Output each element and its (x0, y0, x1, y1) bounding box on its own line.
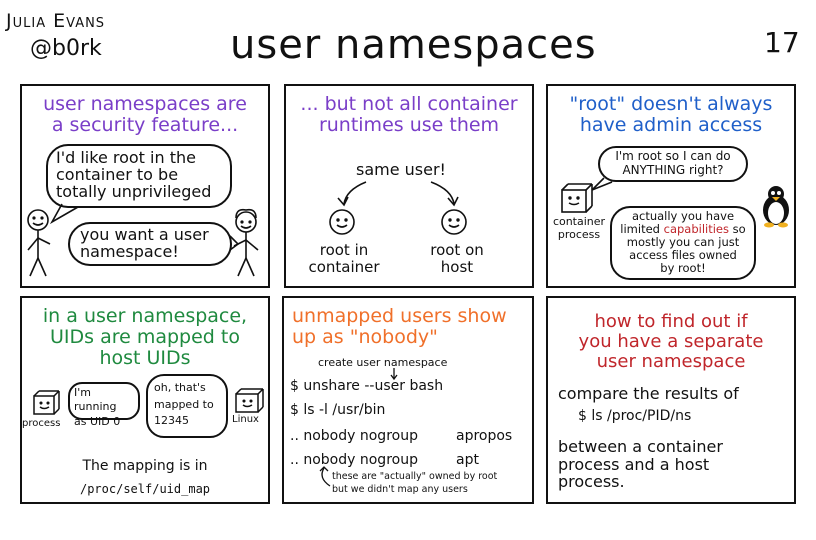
panel-title: how to find out if you have a separate u… (548, 312, 794, 371)
container-process-icon (561, 177, 613, 213)
capabilities-word: capabilities (663, 221, 729, 236)
panel-title: unmapped users show up as "nobody" (284, 306, 532, 348)
bubble-line: as UID 0 (74, 414, 121, 428)
speech-bubble-mapped: oh, that's mapped to 12345 (146, 374, 228, 438)
two-roots-icon (329, 181, 467, 235)
panel-title: "root" doesn't always have admin access (548, 94, 794, 136)
panel-root-admin: "root" doesn't always have admin access … (546, 84, 796, 288)
speech-bubble-namespace-answer: you want a user namespace! (68, 222, 232, 266)
label-line: process (557, 227, 601, 241)
ls-row-apt-name: apt (456, 452, 479, 468)
title-line: user namespaces are (43, 93, 247, 115)
bubble-line: ANYTHING right? (622, 162, 724, 177)
note-line: these are "actually" owned by root (332, 471, 498, 482)
between-line: between a container (558, 437, 723, 456)
bubble-line: mapped to (154, 397, 214, 411)
bubble-line: mostly you can just (626, 234, 740, 249)
container-process-label: container process (550, 215, 608, 241)
bubble-line: actually you have (631, 209, 735, 223)
speech-bubble-im-root: I'm root so I can do ANYTHING right? (598, 146, 748, 182)
bubble-line: I'd like root in the (56, 148, 196, 167)
cmd-ls: $ ls -l /usr/bin (290, 402, 386, 418)
panel-title: user namespaces are a security feature..… (22, 94, 268, 136)
panel-nobody: unmapped users show up as "nobody" creat… (282, 296, 534, 504)
speech-bubble-uid0: I'm running as UID 0 (68, 382, 140, 428)
title-line: UIDs are mapped to (50, 325, 240, 348)
title-line: up as "nobody" (292, 325, 438, 348)
title-line: a security feature... (51, 113, 239, 136)
mapping-path: /proc/self/uid_map (79, 482, 211, 496)
title-line: you have a separate (578, 330, 764, 352)
author-handle: @b0rk (30, 36, 102, 61)
label-line: container (552, 215, 606, 228)
label-line: root in (319, 241, 369, 259)
bubble-line: namespace! (80, 241, 179, 261)
between-text: between a container process and a host p… (558, 438, 723, 491)
bubble-line: access files owned (629, 247, 737, 262)
cmd-unshare: $ unshare --user bash (290, 378, 444, 394)
root-on-host-label: root on host (422, 242, 492, 275)
title-line: host UIDs (99, 346, 191, 369)
speech-bubble-root-request: I'd like root in the container to be tot… (46, 144, 232, 208)
page-title: user namespaces (230, 22, 597, 68)
title-line: unmapped users show (292, 305, 507, 327)
panel-title: in a user namespace, UIDs are mapped to … (22, 306, 268, 369)
panel-security-feature: user namespaces are a security feature..… (20, 84, 270, 288)
bubble-line: by root! (660, 260, 706, 275)
stick-figures-icon (27, 203, 259, 277)
page-number: 17 (764, 26, 800, 59)
process-label: process (22, 418, 61, 429)
same-user-label: same user! (356, 160, 446, 179)
author-name: Julia Evans (6, 10, 106, 32)
ls-row-apropos-name: apropos (456, 428, 513, 444)
root-in-container-label: root in container (304, 242, 384, 275)
compare-text: compare the results of (558, 384, 739, 403)
process-box-icon (33, 388, 264, 415)
nobody-note: these are "actually" owned by root but w… (332, 470, 497, 497)
title-line: how to find out if (594, 311, 748, 332)
title-line: have admin access (579, 113, 763, 136)
title-line: "root" doesn't always (569, 93, 773, 115)
bubble-line: limited capabilities so (614, 221, 752, 236)
panel-uid-mapping: in a user namespace, UIDs are mapped to … (20, 296, 270, 504)
mapping-text: The mapping is in (82, 458, 208, 474)
annotation-arrow-icon (319, 368, 398, 487)
bubble-line: container to be (56, 164, 179, 184)
label-line: host (440, 257, 474, 276)
linux-label: Linux (232, 414, 259, 425)
bubble-line: totally unprivileged (56, 181, 212, 201)
bubble-word: so (732, 221, 746, 236)
title-line: runtimes use them (318, 113, 500, 136)
bubble-word: limited (620, 221, 660, 236)
label-line: container (308, 257, 380, 276)
panel-find-out: how to find out if you have a separate u… (546, 296, 796, 504)
between-line: process. (558, 472, 625, 492)
between-line: process and a host (558, 454, 710, 474)
title-line: user namespace (596, 350, 746, 372)
bubble-line: oh, that's (154, 381, 206, 394)
speech-bubble-capabilities: actually you have limited capabilities s… (610, 206, 756, 280)
ls-proc-ns-cmd: $ ls /proc/PID/ns (578, 408, 692, 424)
note-line: but we didn't map any users (332, 484, 468, 496)
tux-penguin-icon (763, 186, 789, 228)
bubble-line: I'm running (74, 386, 117, 414)
title-line: ... but not all container (300, 93, 518, 115)
label-line: root on (430, 241, 484, 259)
bubble-line: you want a user (80, 225, 209, 244)
title-line: in a user namespace, (42, 305, 248, 327)
panel-runtimes: ... but not all container runtimes use t… (284, 84, 534, 288)
ls-row-apt: .. nobody nogroup (290, 452, 418, 468)
panel-title: ... but not all container runtimes use t… (286, 94, 532, 136)
bubble-line: I'm root so I can do (615, 149, 731, 163)
ls-row-apropos: .. nobody nogroup (290, 428, 418, 444)
create-namespace-annotation: create user namespace (318, 356, 448, 369)
bubble-line: 12345 (154, 414, 189, 427)
